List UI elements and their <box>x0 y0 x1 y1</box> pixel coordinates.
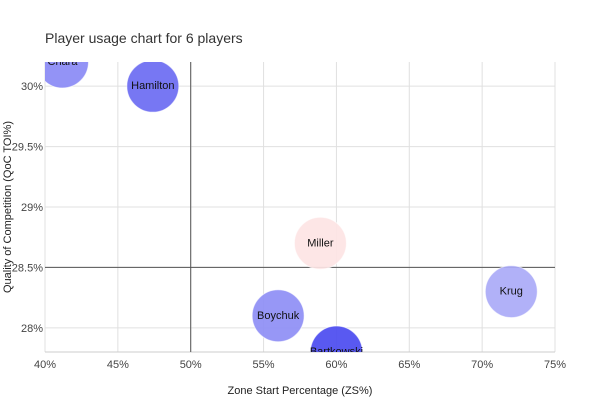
y-tick-label: 28% <box>21 323 43 335</box>
bubble-label: Boychuk <box>257 310 300 322</box>
x-tick-label: 65% <box>398 359 420 371</box>
bubble-circle <box>293 216 347 270</box>
bubble-label: Hamilton <box>131 80 174 92</box>
bubble-circle <box>309 325 363 352</box>
bubble-label: Chara <box>48 56 79 68</box>
bubble-label: Krug <box>500 286 523 298</box>
bubble-layer: Chara Hamilton Miller Krug Boychuk Bartkowski <box>45 56 538 358</box>
chart-title: Player usage chart for 6 players <box>45 30 243 46</box>
x-tick-label: 40% <box>34 359 56 371</box>
player-bubble: Hamilton <box>126 62 180 113</box>
x-tick-label: 75% <box>544 359 566 371</box>
x-axis-ticks: 40% 45% 50% 55% 60% 65% 70% 75% <box>34 359 566 371</box>
x-tick-label: 45% <box>107 359 129 371</box>
bubble-circle <box>484 265 538 319</box>
player-bubble: Bartkowski <box>309 325 363 358</box>
x-axis-title: Zone Start Percentage (ZS%) <box>228 385 373 397</box>
bubble-circle <box>45 62 89 89</box>
player-bubble: Boychuk <box>251 289 305 343</box>
player-bubble: Miller <box>293 216 347 270</box>
bubble-label: Bartkowski <box>310 346 363 358</box>
bubble-circle <box>251 289 305 343</box>
y-tick-label: 30% <box>21 81 43 93</box>
x-tick-label: 50% <box>180 359 202 371</box>
bubble-label: Miller <box>307 237 334 249</box>
reference-lines <box>45 62 555 352</box>
player-bubble: Krug <box>484 265 538 319</box>
x-tick-label: 60% <box>325 359 347 371</box>
y-axis-ticks: 28% 28.5% 29% 29.5% 30% <box>12 81 43 335</box>
x-tick-label: 70% <box>471 359 493 371</box>
y-tick-label: 28.5% <box>12 262 43 274</box>
y-tick-label: 29% <box>21 202 43 214</box>
y-tick-label: 29.5% <box>12 142 43 154</box>
player-bubble: Chara <box>45 56 89 89</box>
x-tick-label: 55% <box>253 359 275 371</box>
bubble-circle <box>126 62 180 113</box>
y-axis-title: Quality of Competition (QoC TOI%) <box>2 121 14 293</box>
